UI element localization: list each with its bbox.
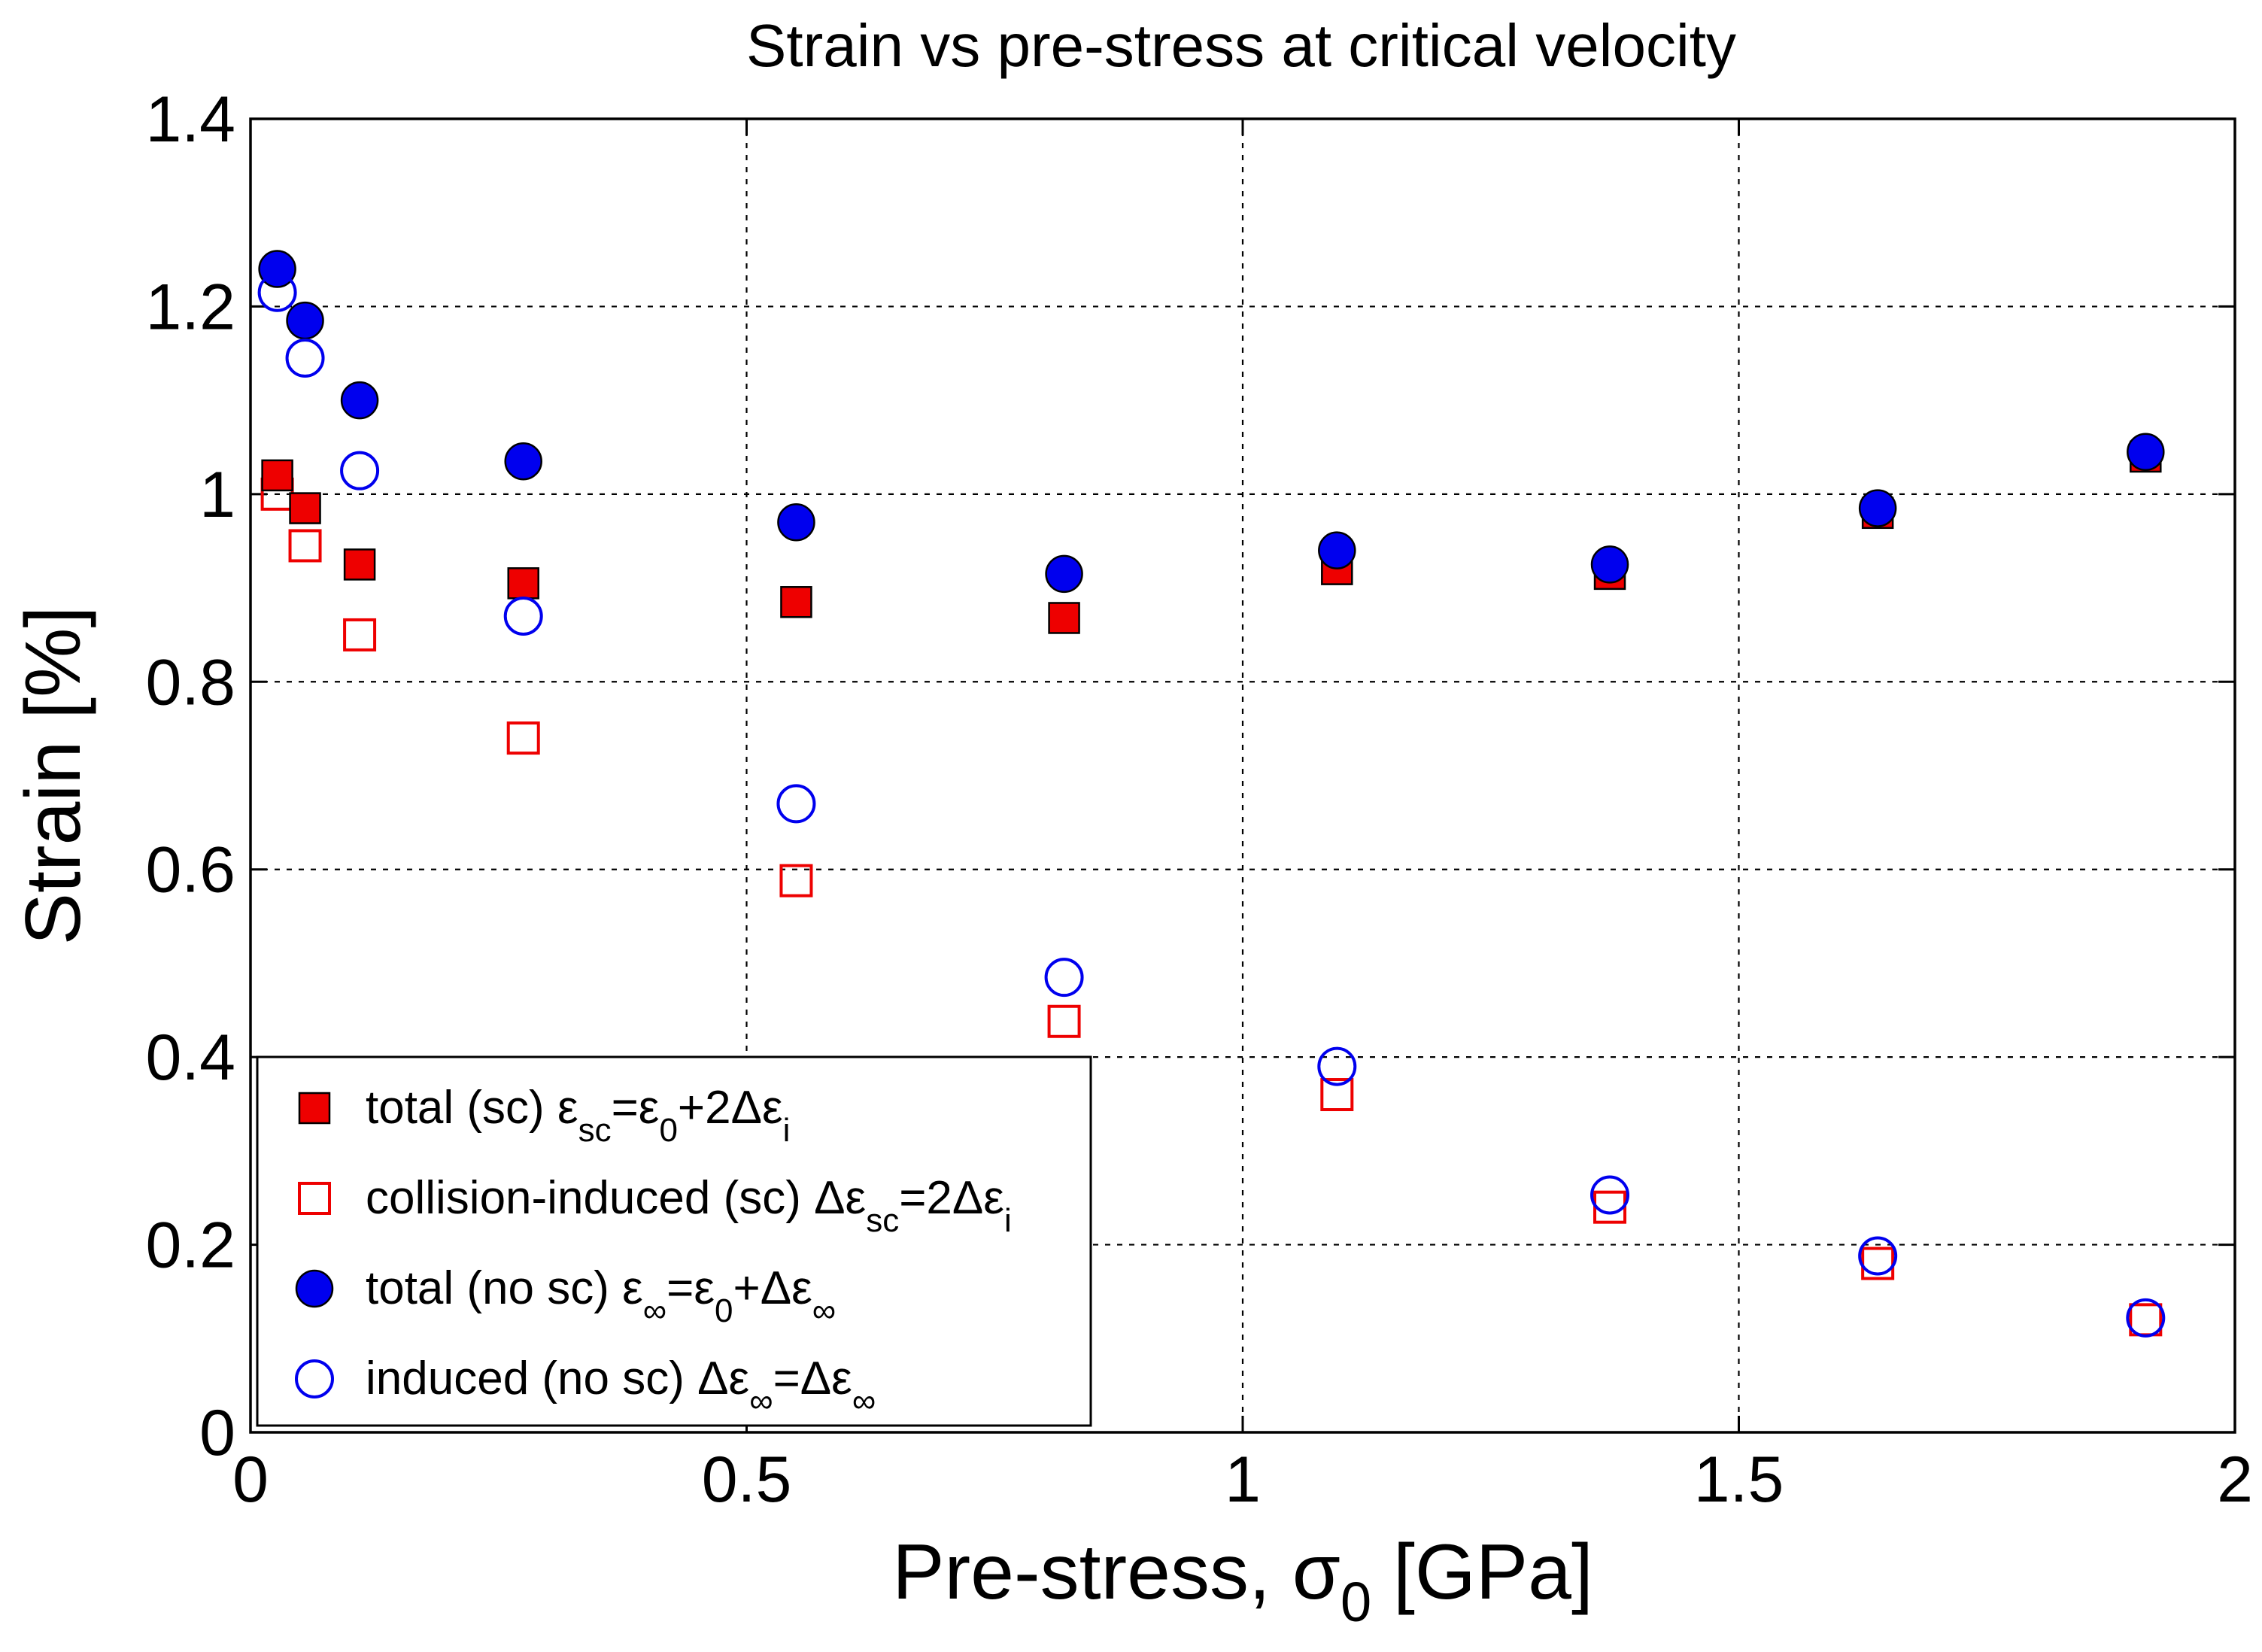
data-point <box>777 503 815 542</box>
legend-label: total (no sc) ε∞=ε0+Δε∞ <box>366 1262 836 1329</box>
data-points <box>257 250 2166 1338</box>
legend-label-text: induced (no sc) <box>366 1353 697 1405</box>
data-point <box>2127 433 2165 471</box>
legend-label-text: total (no sc) <box>366 1262 622 1314</box>
data-point <box>289 492 321 524</box>
x-axis-label-symbol: σ <box>1292 1529 1341 1616</box>
x-tick-label: 1 <box>1225 1444 1261 1516</box>
grid-lines <box>250 119 2235 1432</box>
data-point <box>776 784 816 824</box>
y-tick-label: 0.6 <box>145 834 235 906</box>
data-point <box>1047 1004 1081 1038</box>
legend-label-part: ∞ <box>852 1383 876 1420</box>
legend-label-part: 0 <box>659 1112 677 1149</box>
data-point <box>779 864 813 897</box>
data-point <box>257 272 297 312</box>
data-point <box>780 586 812 618</box>
legend-label-part: ε <box>622 1262 643 1314</box>
legend-label-part: ε <box>557 1082 578 1134</box>
legend-label: induced (no sc) Δε∞=Δε∞ <box>366 1353 876 1420</box>
chart-title: Strain vs pre-stress at critical velocit… <box>746 12 1736 79</box>
data-point <box>1045 554 1083 594</box>
series-induced-no-sc- <box>257 272 2166 1338</box>
legend-label-text: collision-induced (sc) <box>366 1172 814 1224</box>
legend-label-part: =Δε <box>773 1353 852 1405</box>
data-point <box>1048 602 1080 634</box>
data-point <box>507 567 539 600</box>
data-point <box>1590 545 1629 584</box>
data-point <box>1318 531 1356 569</box>
data-point <box>261 459 293 492</box>
data-point <box>1858 489 1897 527</box>
legend-label-part: =2Δε <box>899 1172 1004 1224</box>
x-tick-labels: 0 0.5 1 1.5 2 <box>232 1444 2253 1516</box>
legend-label-part: i <box>1004 1202 1012 1239</box>
data-point <box>288 529 322 563</box>
y-tick-labels: 0 0.2 0.4 0.6 0.8 1 1.2 1.4 <box>145 84 235 1469</box>
legend-label-part: sc <box>866 1202 899 1239</box>
y-tick-label: 1.4 <box>145 84 235 156</box>
legend-label-part: =ε <box>612 1082 660 1134</box>
y-tick-label: 1.2 <box>145 271 235 343</box>
data-point <box>1590 1175 1630 1215</box>
legend-marker <box>295 1359 334 1398</box>
legend-label-part: i <box>783 1112 791 1149</box>
data-point <box>340 381 379 420</box>
data-point <box>340 451 380 490</box>
legend-label-part: ∞ <box>812 1292 836 1329</box>
legend-label-part: sc <box>578 1112 612 1149</box>
data-point <box>504 442 542 481</box>
data-point <box>506 721 540 755</box>
data-point <box>343 618 377 651</box>
data-point <box>1858 1236 1898 1276</box>
x-tick-label: 2 <box>2217 1444 2253 1516</box>
data-point <box>1044 958 1084 998</box>
y-tick-label: 0 <box>199 1397 235 1469</box>
legend-label-text: total (sc) <box>366 1082 557 1134</box>
x-axis-label: Pre-stress, σ0 [GPa] <box>892 1529 1593 1633</box>
legend-marker <box>298 1092 331 1125</box>
x-tick-label: 0.5 <box>702 1444 792 1516</box>
x-axis-label-units: [GPa] <box>1371 1529 1593 1616</box>
legend-label: collision-induced (sc) Δεsc=2Δεi <box>366 1172 1012 1239</box>
legend-label-part: ∞ <box>749 1383 773 1420</box>
legend-label-part: +Δε <box>733 1262 812 1314</box>
data-point <box>285 339 325 378</box>
legend: total (sc) εsc=ε0+2Δεicollision-induced … <box>256 1055 1092 1427</box>
y-axis-label: Strain [%] <box>10 606 97 946</box>
legend-label-part: +2Δε <box>678 1082 783 1134</box>
legend-label-part: =ε <box>666 1262 715 1314</box>
data-point <box>2126 1298 2166 1338</box>
data-point <box>343 548 376 581</box>
y-tick-label: 0.2 <box>145 1210 235 1282</box>
data-point <box>503 596 543 636</box>
plot-frame <box>249 117 2236 1434</box>
y-tick-label: 1 <box>199 459 235 531</box>
legend-label-part: Δε <box>697 1353 749 1405</box>
legend-label: total (sc) εsc=ε0+2Δεi <box>366 1082 790 1149</box>
legend-marker <box>298 1182 331 1215</box>
y-tick-label: 0.4 <box>145 1022 235 1094</box>
legend-label-part: ∞ <box>643 1292 666 1329</box>
data-point <box>286 301 324 340</box>
data-point <box>1320 1078 1354 1112</box>
y-tick-label: 0.8 <box>145 646 235 718</box>
legend-box <box>256 1055 1092 1427</box>
x-axis-label-main: Pre-stress, <box>892 1529 1292 1616</box>
legend-label-part: 0 <box>715 1292 733 1329</box>
x-axis-label-subscript: 0 <box>1341 1571 1371 1633</box>
legend-label-part: Δε <box>814 1172 866 1224</box>
x-tick-label: 0 <box>232 1444 269 1516</box>
x-tick-label: 1.5 <box>1694 1444 1784 1516</box>
data-point <box>1317 1046 1357 1086</box>
legend-marker <box>295 1269 334 1308</box>
